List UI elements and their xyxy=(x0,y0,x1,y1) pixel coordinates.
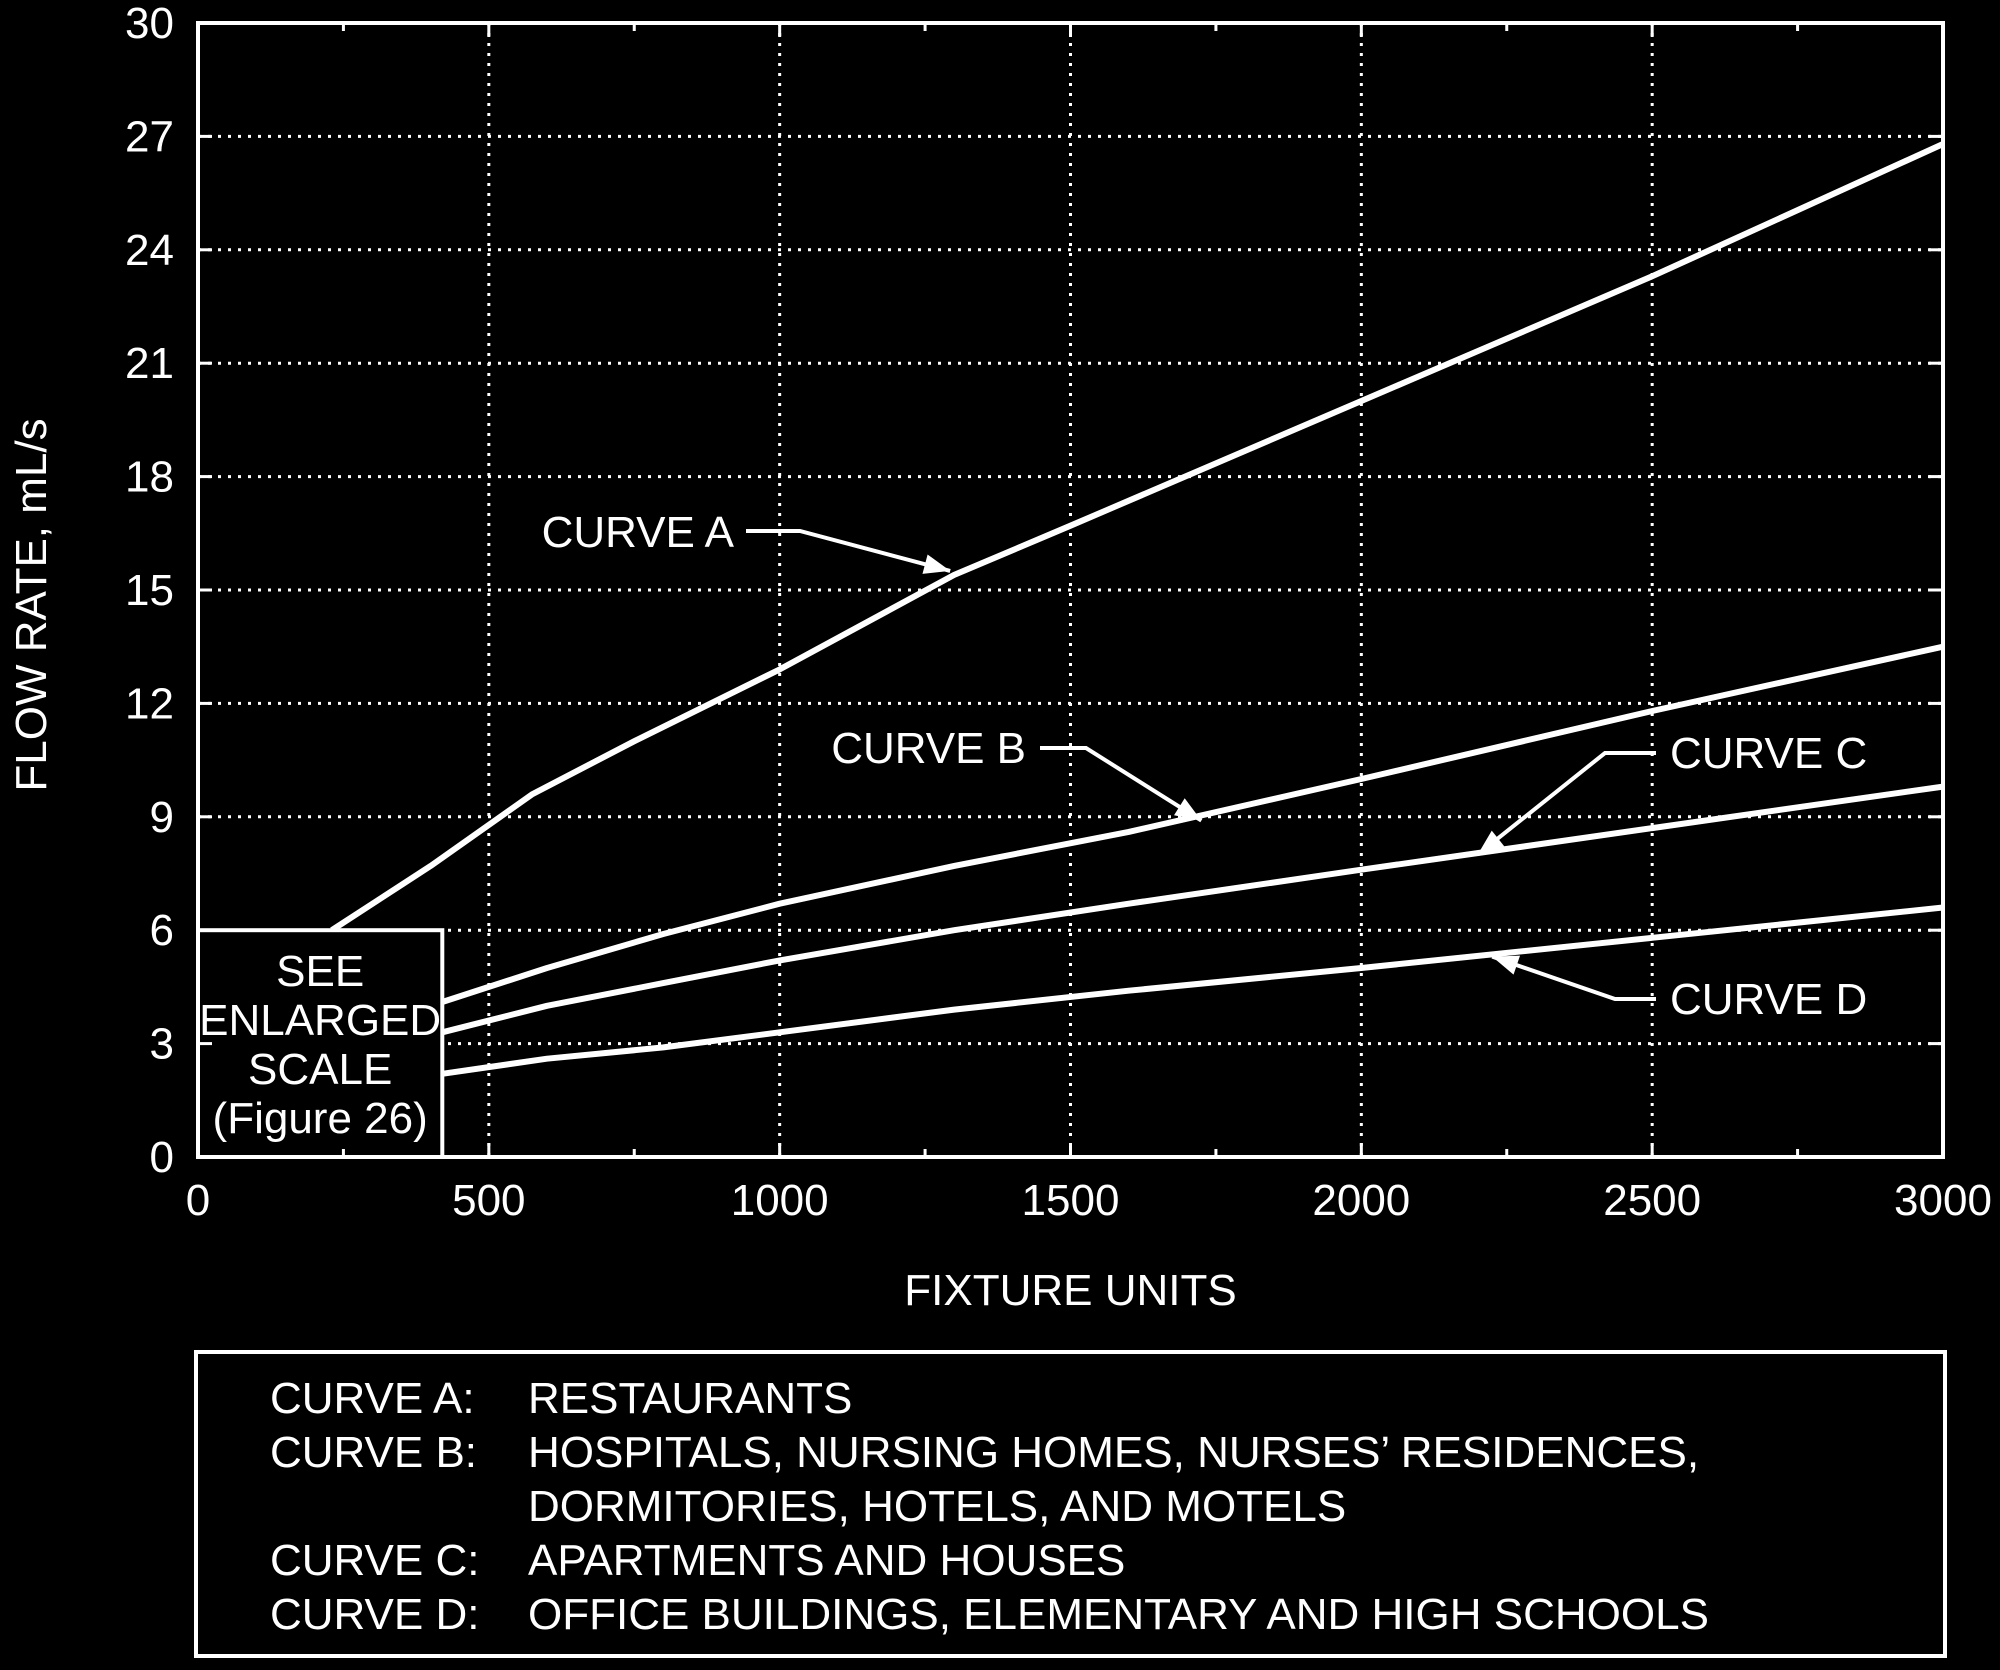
legend-box xyxy=(194,1350,1947,1658)
legend-description: RESTAURANTS xyxy=(528,1374,852,1423)
curve-a-annotation-leader xyxy=(746,529,951,573)
x-tick-label: 3000 xyxy=(1894,1176,1992,1225)
y-tick-label: 21 xyxy=(125,339,174,388)
curve-d-annotation-arrow xyxy=(1492,955,1521,975)
inset-line: (Figure 26) xyxy=(213,1094,428,1143)
y-tick-label: 12 xyxy=(125,679,174,728)
inset-line: SCALE xyxy=(248,1045,392,1094)
inset-line: SEE xyxy=(276,947,364,996)
legend-key: CURVE D: xyxy=(270,1590,479,1639)
legend-key: CURVE C: xyxy=(270,1536,479,1585)
legend-description: OFFICE BUILDINGS, ELEMENTARY AND HIGH SC… xyxy=(528,1590,1709,1639)
y-tick-label: 18 xyxy=(125,453,174,502)
curve-c-annotation-leader xyxy=(1476,751,1656,857)
curve-d-annotation-label: CURVE D xyxy=(1670,975,1867,1024)
tick-labels: 0 500 1000 1500 2000 2500 3000 0 3 6 9 12 15 18 21 24 27… xyxy=(125,0,1992,1225)
x-tick-label: 2000 xyxy=(1312,1176,1410,1225)
curve-c-annotation-label: CURVE C xyxy=(1670,729,1867,778)
x-tick-label: 1500 xyxy=(1022,1176,1120,1225)
y-tick-label: 30 xyxy=(125,0,174,48)
legend: CURVE A: RESTAURANTS CURVE B: HOSPITALS, NU… xyxy=(270,1374,1709,1639)
legend-description: HOSPITALS, NURSING HOMES, NURSES’ RESIDE… xyxy=(528,1428,1699,1477)
y-tick-label: 9 xyxy=(150,793,174,842)
y-tick-label: 6 xyxy=(150,906,174,955)
x-tick-label: 0 xyxy=(186,1176,210,1225)
series-line-curve-c xyxy=(441,783,1944,1036)
x-axis-title: FIXTURE UNITS xyxy=(904,1266,1236,1315)
curve-b-annotation-arrow xyxy=(1174,798,1202,821)
curve-c-annotation-arrow xyxy=(1477,830,1505,855)
curve-b-annotation-leader xyxy=(1040,746,1203,823)
curve-a-annotation-arrow xyxy=(922,554,951,574)
y-tick-label: 0 xyxy=(150,1133,174,1182)
axis-ticks xyxy=(196,21,1945,1159)
see-enlarged-scale-box xyxy=(196,928,445,1160)
y-tick-label: 24 xyxy=(125,226,174,275)
x-tick-label: 2500 xyxy=(1603,1176,1701,1225)
series-line-curve-d xyxy=(441,904,1944,1077)
grid-lines xyxy=(198,23,1943,1157)
curve-d-annotation-leader xyxy=(1491,954,1656,1001)
series-line-curve-b xyxy=(441,643,1944,1005)
x-tick-label: 500 xyxy=(452,1176,525,1225)
inset-line: ENLARGED xyxy=(199,996,441,1045)
curve-a-annotation-label: CURVE A xyxy=(542,508,735,557)
series-line-curve-a xyxy=(330,141,1945,933)
legend-key: CURVE A: xyxy=(270,1374,475,1423)
curve-annotations: CURVE A CURVE B CURVE C CURVE D xyxy=(542,508,1868,1024)
y-tick-label: 15 xyxy=(125,566,174,615)
legend-key: CURVE B: xyxy=(270,1428,477,1477)
y-axis-title: FLOW RATE, mL/s xyxy=(7,418,56,791)
series-lines xyxy=(330,141,1945,1077)
x-tick-label: 1000 xyxy=(731,1176,829,1225)
legend-description: APARTMENTS AND HOUSES xyxy=(528,1536,1125,1585)
curve-b-annotation-label: CURVE B xyxy=(831,724,1026,773)
y-tick-label: 27 xyxy=(125,112,174,161)
legend-description: DORMITORIES, HOTELS, AND MOTELS xyxy=(528,1482,1346,1531)
y-tick-label: 3 xyxy=(150,1020,174,1069)
